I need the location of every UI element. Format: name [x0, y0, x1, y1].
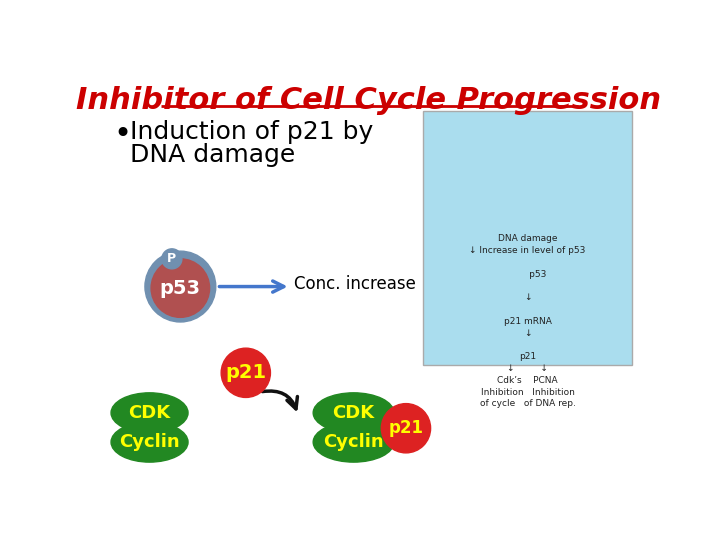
Text: Conc. increase: Conc. increase: [294, 275, 416, 293]
Text: Inhibitor of Cell Cycle Progression: Inhibitor of Cell Cycle Progression: [76, 86, 662, 116]
Text: p21: p21: [225, 363, 266, 382]
Text: Cyclin: Cyclin: [323, 433, 384, 451]
FancyBboxPatch shape: [423, 111, 632, 365]
Text: Induction of p21 by: Induction of p21 by: [130, 120, 374, 144]
Text: DNA damage
↓ Increase in level of p53

       p53

↓

p21 mRNA
↓

p21
↓         : DNA damage ↓ Increase in level of p53 p5…: [469, 234, 586, 408]
Text: p21: p21: [389, 419, 423, 437]
Ellipse shape: [313, 393, 394, 433]
Text: DNA damage: DNA damage: [130, 143, 295, 167]
Text: Cyclin: Cyclin: [120, 433, 180, 451]
Circle shape: [162, 249, 182, 269]
Ellipse shape: [111, 393, 188, 433]
Text: P: P: [167, 252, 176, 265]
Circle shape: [145, 251, 216, 322]
Circle shape: [382, 403, 431, 453]
Circle shape: [221, 348, 271, 397]
Ellipse shape: [313, 422, 394, 462]
Text: •: •: [113, 120, 132, 149]
Ellipse shape: [111, 422, 188, 462]
Text: p53: p53: [160, 279, 201, 298]
Circle shape: [151, 259, 210, 318]
Text: CDK: CDK: [128, 404, 171, 422]
Text: CDK: CDK: [333, 404, 374, 422]
